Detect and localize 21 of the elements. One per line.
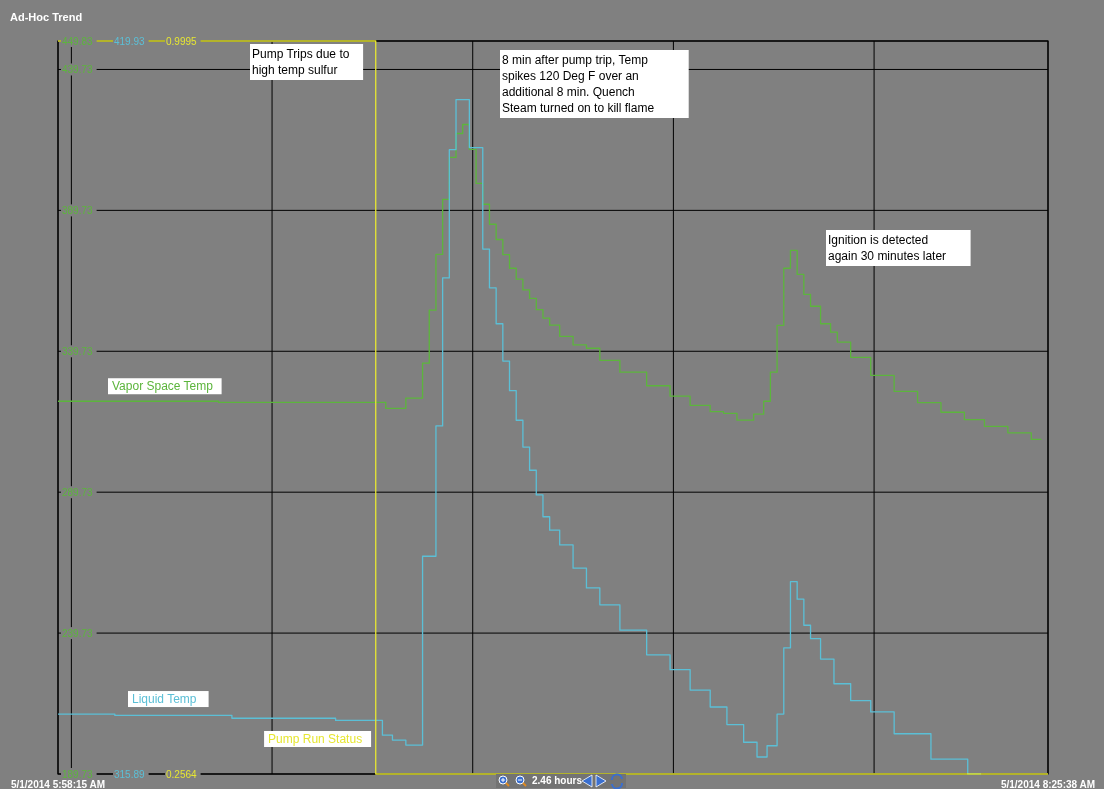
- y-tick-label: 439.73: [62, 63, 94, 75]
- y2-tick-label: 315.89: [114, 768, 146, 780]
- y-tick-label: 389.73: [62, 204, 94, 216]
- y-tick-label: 339.73: [62, 345, 94, 357]
- y-tick-label: 239.73: [62, 627, 94, 639]
- annotation: Ignition is detected again 30 minutes later: [828, 233, 947, 263]
- series-label: Liquid Temp: [132, 692, 197, 707]
- y-tick-label: 289.73: [62, 486, 94, 498]
- annotation: Pump Trips due to high temp sulfur: [252, 47, 350, 77]
- y2-tick-label: 419.93: [114, 35, 146, 47]
- chart-title: Ad-Hoc Trend: [10, 11, 83, 23]
- y-tick-label: 189.73: [62, 768, 94, 780]
- x-tick-label: 5/1/2014 5:58:15 AM: [10, 779, 106, 789]
- series-label: Vapor Space Temp: [112, 379, 214, 394]
- series-label: Pump Run Status: [268, 732, 363, 746]
- y3-tick-label: 0.2564: [166, 768, 198, 780]
- annotation: 8 min after pump trip, Temp spikes 120 Deg F over an additional 8 min. Quench Steam turned on to kill flame: [502, 53, 655, 115]
- text: 2.46 hours: [532, 775, 583, 786]
- y-tick-label: 449.83: [62, 35, 94, 47]
- y3-tick-label: 0.9995: [166, 35, 198, 47]
- x-tick-label: 5/1/2014 8:25:38 AM: [1000, 779, 1096, 789]
